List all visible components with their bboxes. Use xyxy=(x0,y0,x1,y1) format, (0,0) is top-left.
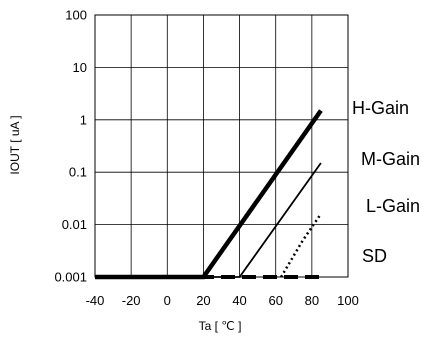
x-tick-label: -40 xyxy=(86,293,105,308)
x-tick-label: 80 xyxy=(305,293,319,308)
grid xyxy=(95,15,348,277)
series-label-l-gain: L-Gain xyxy=(366,196,420,216)
series-label-h-gain: H-Gain xyxy=(352,98,409,118)
x-tick-label: 0 xyxy=(164,293,171,308)
y-tick-label: 100 xyxy=(65,8,87,23)
series-line-m-gain xyxy=(95,162,322,278)
x-tick-label: 20 xyxy=(196,293,210,308)
series-label-sd: SD xyxy=(362,246,387,266)
x-axis-title: Ta [ ℃ ] xyxy=(199,319,242,333)
y-tick-label: 0.01 xyxy=(62,217,87,232)
y-tick-label: 10 xyxy=(73,60,87,75)
x-tick-label: -20 xyxy=(122,293,141,308)
y-tick-label: 1 xyxy=(80,112,87,127)
y-axis-title: IOUT [ uA ] xyxy=(8,115,22,174)
series-layer xyxy=(95,109,323,280)
y-tick-label: 0.1 xyxy=(69,165,87,180)
y-tick-label: 0.001 xyxy=(54,270,87,285)
x-tick-label: 60 xyxy=(268,293,282,308)
series-line-h-gain xyxy=(95,109,323,280)
ticks: -40 -20 0 20 40 60 80 100 0.001 0.01 0.1 1 10 100 xyxy=(54,8,358,309)
x-tick-label: 40 xyxy=(232,293,246,308)
series-line-l-gain xyxy=(280,213,322,278)
series-label-m-gain: M-Gain xyxy=(361,149,420,169)
x-tick-label: 100 xyxy=(337,293,359,308)
plot-frame xyxy=(94,14,349,278)
series-labels: H-Gain M-Gain L-Gain SD xyxy=(352,98,420,266)
